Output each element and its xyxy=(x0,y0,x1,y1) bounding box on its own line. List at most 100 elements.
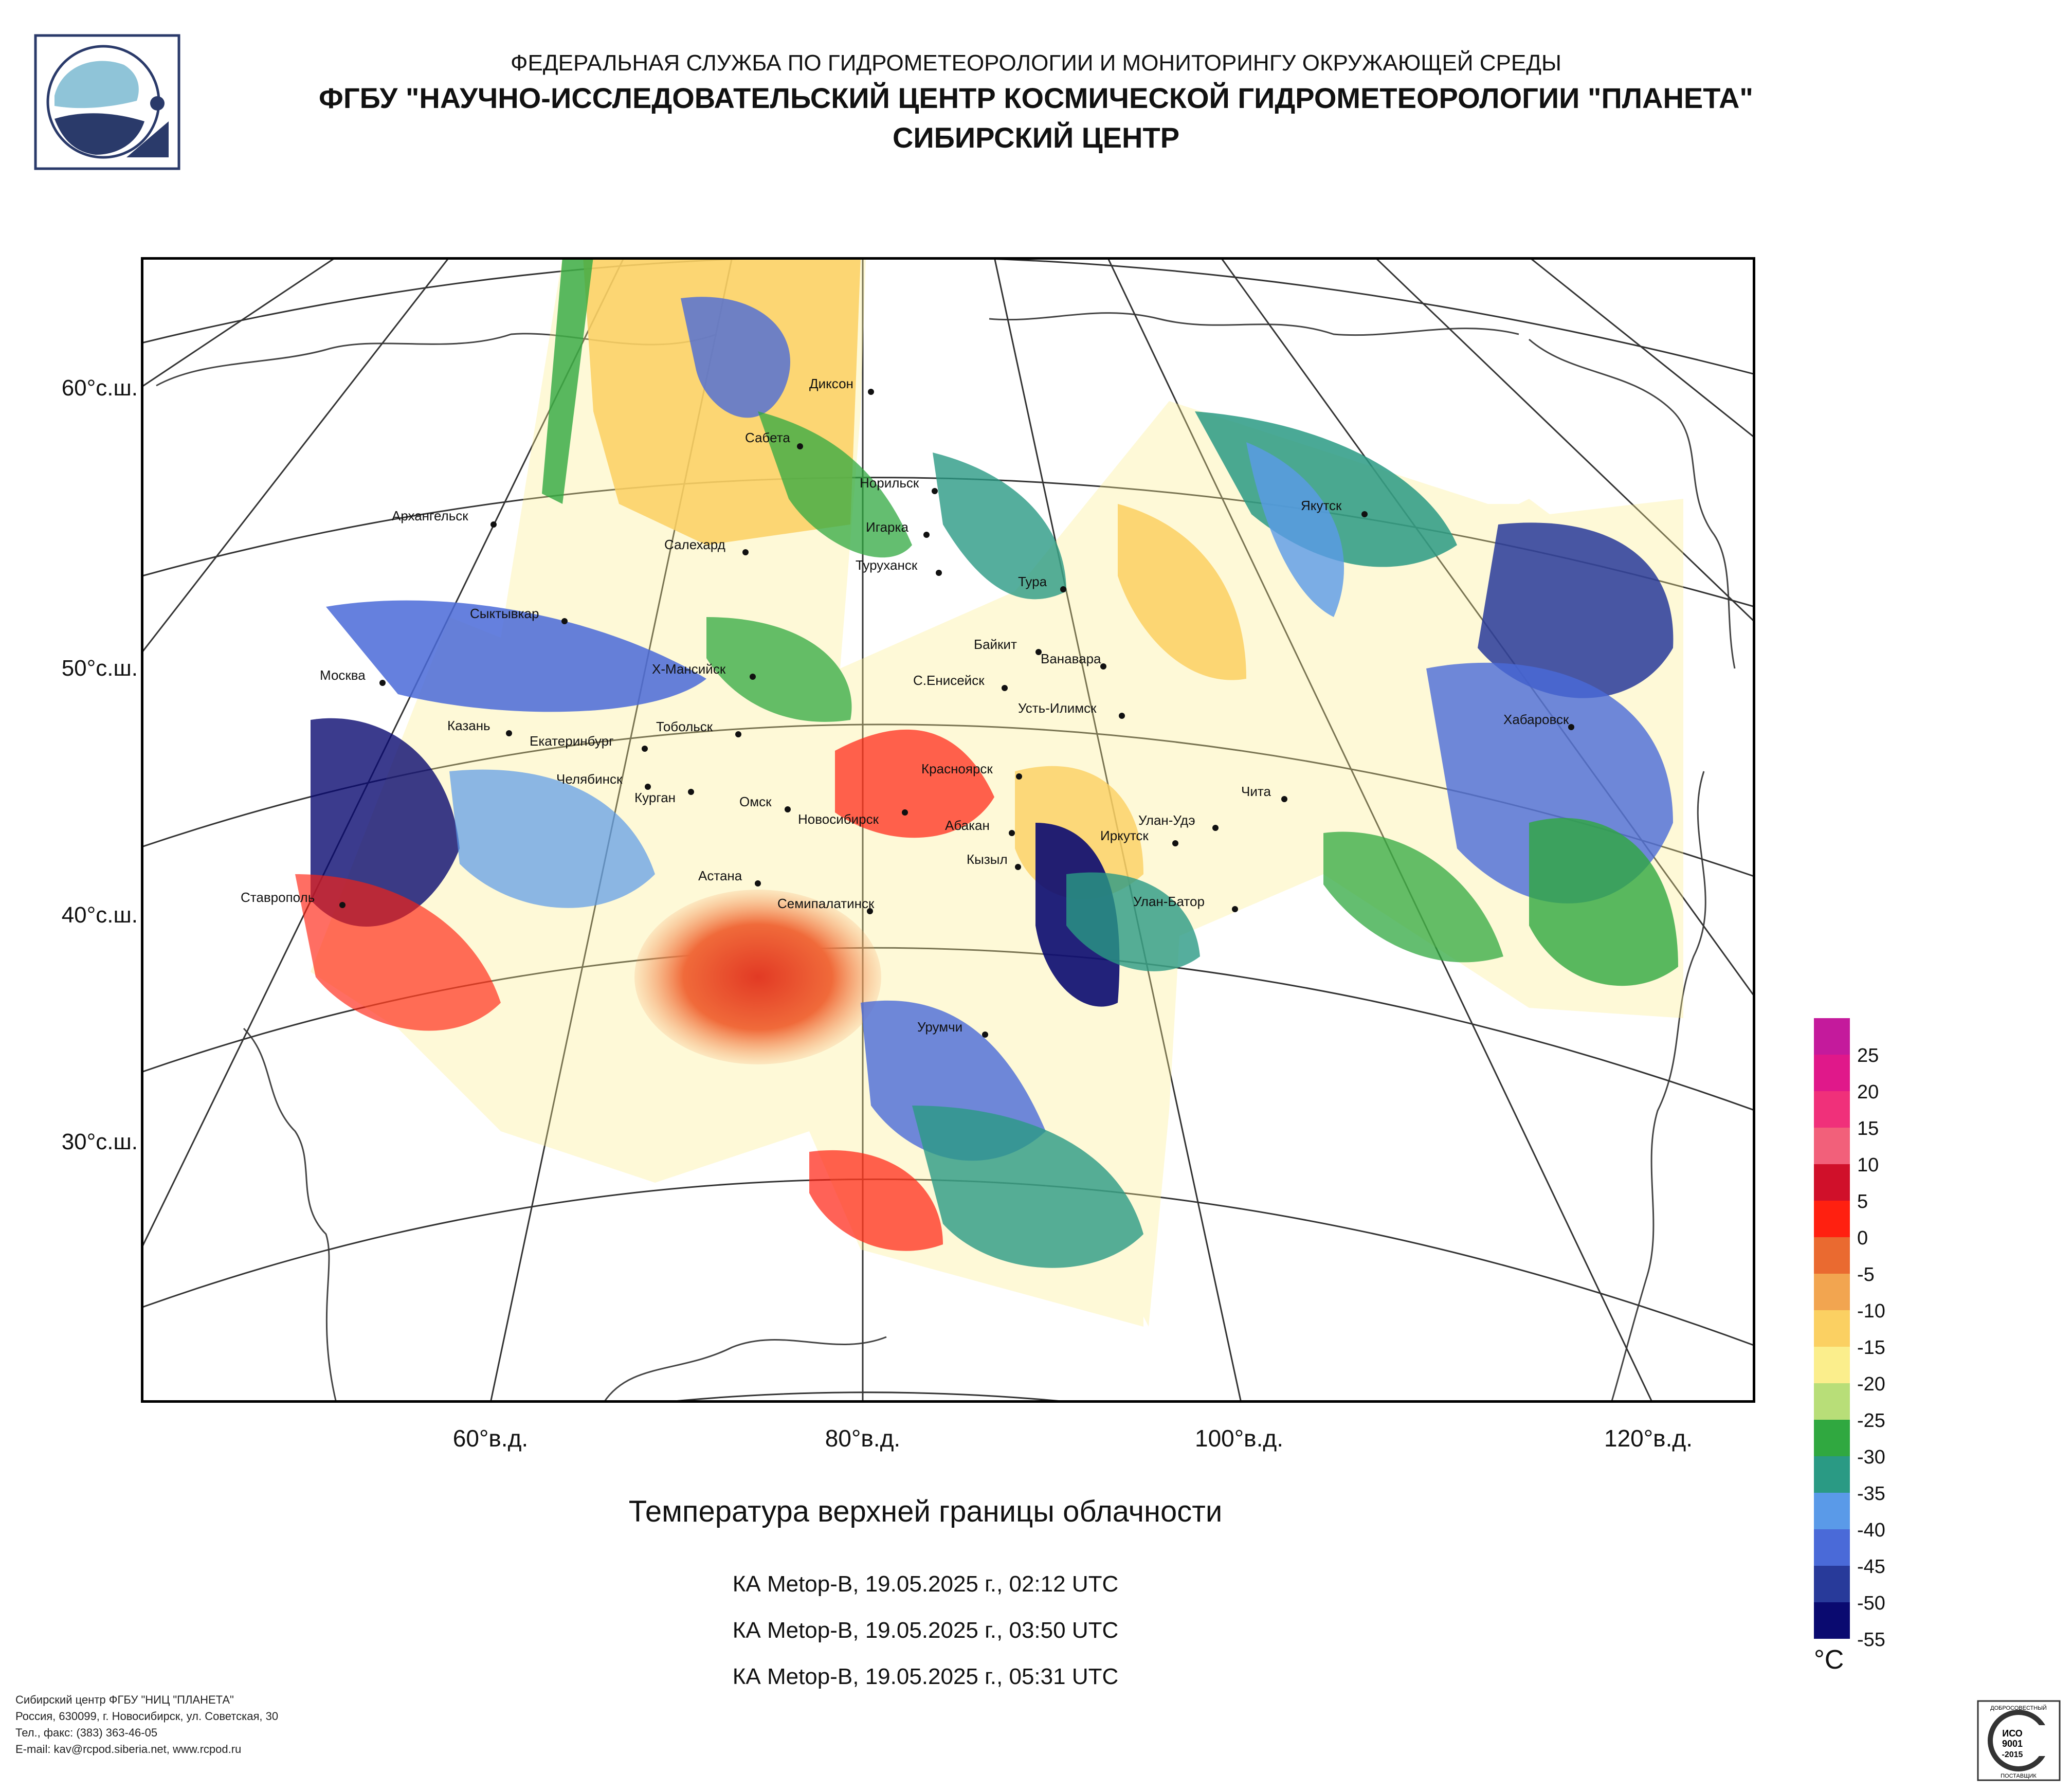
city-label: Архангельск xyxy=(392,508,468,523)
city-label: Ставрополь xyxy=(241,890,315,905)
legend-swatch xyxy=(1814,1383,1850,1420)
lat-label-40: 40°с.ш. xyxy=(61,902,138,928)
lat-label-50: 50°с.ш. xyxy=(61,656,138,681)
legend-swatches xyxy=(1814,1018,1850,1639)
footer-line: Россия, 630099, г. Новосибирск, ул. Сове… xyxy=(15,1710,279,1723)
legend-swatch xyxy=(1814,1164,1850,1201)
legend-label: -35 xyxy=(1857,1483,1885,1505)
city-label: Норильск xyxy=(860,475,919,491)
map-content: Диксон Сабета Норильск Якутск Архангельс… xyxy=(141,257,1755,1403)
city-label: Абакан xyxy=(945,818,990,833)
city-label: Х-Мансийск xyxy=(652,661,726,677)
city-label: Красноярск xyxy=(921,761,993,776)
lon-label-60: 60°в.д. xyxy=(452,1425,529,1452)
city-label: Казань xyxy=(447,718,490,733)
cloud-top-temperature-map: Диксон Сабета Норильск Якутск Архангельс… xyxy=(141,257,1755,1403)
legend-label: -50 xyxy=(1857,1593,1885,1614)
city-label: Улан-Удэ xyxy=(1138,812,1195,828)
badge-bottom-text: ПОСТАВЩИК xyxy=(2001,1773,2037,1779)
legend-label: -15 xyxy=(1857,1337,1885,1359)
legend-labels: 25 20 15 10 5 0 -5 -10 -15 -20 -25 -30 -35 -40 -45 -50 -… xyxy=(1857,1045,1885,1651)
header-agency: ФЕДЕРАЛЬНАЯ СЛУЖБА ПО ГИДРОМЕТЕОРОЛОГИИ … xyxy=(511,50,1561,76)
planeta-logo xyxy=(34,34,180,170)
legend-swatch xyxy=(1814,1274,1850,1310)
city-label: Новосибирск xyxy=(798,811,879,827)
city-label: Екатеринбург xyxy=(530,733,614,749)
legend-swatch xyxy=(1814,1055,1850,1091)
legend-label: -30 xyxy=(1857,1446,1885,1468)
legend-unit: °C xyxy=(1814,1645,1844,1675)
city-label: Курган xyxy=(634,790,676,805)
lat-label-30: 30°с.ш. xyxy=(61,1129,138,1154)
legend-swatch xyxy=(1814,1493,1850,1529)
legend-label: -25 xyxy=(1857,1410,1885,1432)
footer-line: Сибирский центр ФГБУ "НИЦ "ПЛАНЕТА" xyxy=(15,1693,234,1706)
legend-swatch xyxy=(1814,1602,1850,1639)
city-label: Салехард xyxy=(664,537,725,552)
satellite-pass: КА Metop-B, 19.05.2025 г., 05:31 UTC xyxy=(732,1664,1119,1689)
map-title: Температура верхней границы облачности xyxy=(628,1495,1223,1528)
legend-label: -55 xyxy=(1857,1629,1885,1651)
iso-badge: ДОБРОСОВЕСТНЫЙ ИСО 9001 -2015 ПОСТАВЩИК xyxy=(1977,1700,2061,1781)
badge-top-text: ДОБРОСОВЕСТНЫЙ xyxy=(1990,1705,2047,1711)
city-label: Тобольск xyxy=(656,719,713,734)
map-frame xyxy=(141,257,1755,1403)
legend-swatch xyxy=(1814,1347,1850,1383)
city-label: Хабаровск xyxy=(1503,712,1569,727)
city-label: Семипалатинск xyxy=(777,896,875,911)
city-label: Диксон xyxy=(809,376,853,391)
city-label: Омск xyxy=(739,794,772,809)
lon-label-80: 80°в.д. xyxy=(825,1425,901,1452)
footer-contacts: Сибирский центр ФГБУ "НИЦ "ПЛАНЕТА" Росс… xyxy=(15,1692,278,1758)
footer-line: E-mail: kav@rcpod.siberia.net, www.rcpod… xyxy=(15,1743,242,1756)
footer-line: Тел., факс: (383) 363-46-05 xyxy=(15,1726,158,1739)
legend-label: 5 xyxy=(1857,1191,1868,1213)
cloud-swath xyxy=(295,257,1683,1327)
city-label: Усть-Илимск xyxy=(1018,700,1097,716)
city-label: Кызыл xyxy=(967,852,1008,867)
city-label: Сабета xyxy=(745,430,790,445)
city-label: С.Енисейск xyxy=(913,673,985,688)
legend-label: 15 xyxy=(1857,1118,1879,1139)
city-label: Улан-Батор xyxy=(1133,894,1205,909)
legend-swatch xyxy=(1814,1529,1850,1566)
legend-label: -40 xyxy=(1857,1519,1885,1541)
legend-label: -10 xyxy=(1857,1300,1885,1322)
city-label: Якутск xyxy=(1301,498,1342,513)
badge-line: -2015 xyxy=(2002,1750,2023,1759)
header-branch: СИБИРСКИЙ ЦЕНТР xyxy=(892,121,1180,154)
badge-line: ИСО xyxy=(2002,1728,2023,1739)
legend-label: 20 xyxy=(1857,1081,1879,1103)
lon-label-120: 120°в.д. xyxy=(1604,1425,1693,1452)
city-markers xyxy=(339,389,1574,1038)
temperature-legend: 25 20 15 10 5 0 -5 -10 -15 -20 -25 -30 -35 -40 -45 -50 -… xyxy=(1814,1018,1885,1675)
city-label: Байкит xyxy=(974,637,1017,652)
legend-swatch xyxy=(1814,1420,1850,1456)
lon-label-100: 100°в.д. xyxy=(1195,1425,1283,1452)
legend-swatch xyxy=(1814,1018,1850,1055)
city-label: Урумчи xyxy=(917,1019,962,1035)
city-label: Сыктывкар xyxy=(470,606,539,621)
legend-swatch xyxy=(1814,1237,1850,1274)
city-label: Игарка xyxy=(866,519,908,535)
legend-swatch xyxy=(1814,1456,1850,1493)
satellite-pass: КА Metop-B, 19.05.2025 г., 02:12 UTC xyxy=(732,1571,1119,1597)
city-label: Чита xyxy=(1241,784,1271,799)
legend-swatch xyxy=(1814,1566,1850,1602)
badge-line: 9001 xyxy=(2002,1739,2023,1749)
city-label: Москва xyxy=(320,667,366,683)
city-label: Астана xyxy=(698,868,742,883)
satellite-pass: КА Metop-B, 19.05.2025 г., 03:50 UTC xyxy=(732,1618,1119,1643)
city-label: Челябинск xyxy=(556,771,623,787)
city-label: Иркутск xyxy=(1100,828,1149,843)
legend-label: -20 xyxy=(1857,1373,1885,1395)
city-label: Ванавара xyxy=(1041,651,1101,666)
legend-swatch xyxy=(1814,1091,1850,1128)
legend-label: -45 xyxy=(1857,1556,1885,1578)
legend-label: -5 xyxy=(1857,1264,1875,1286)
city-label: Туруханск xyxy=(856,557,918,573)
city-label: Тура xyxy=(1018,574,1047,589)
lat-label-60: 60°с.ш. xyxy=(61,375,138,401)
legend-swatch xyxy=(1814,1128,1850,1164)
legend-label: 0 xyxy=(1857,1227,1868,1249)
